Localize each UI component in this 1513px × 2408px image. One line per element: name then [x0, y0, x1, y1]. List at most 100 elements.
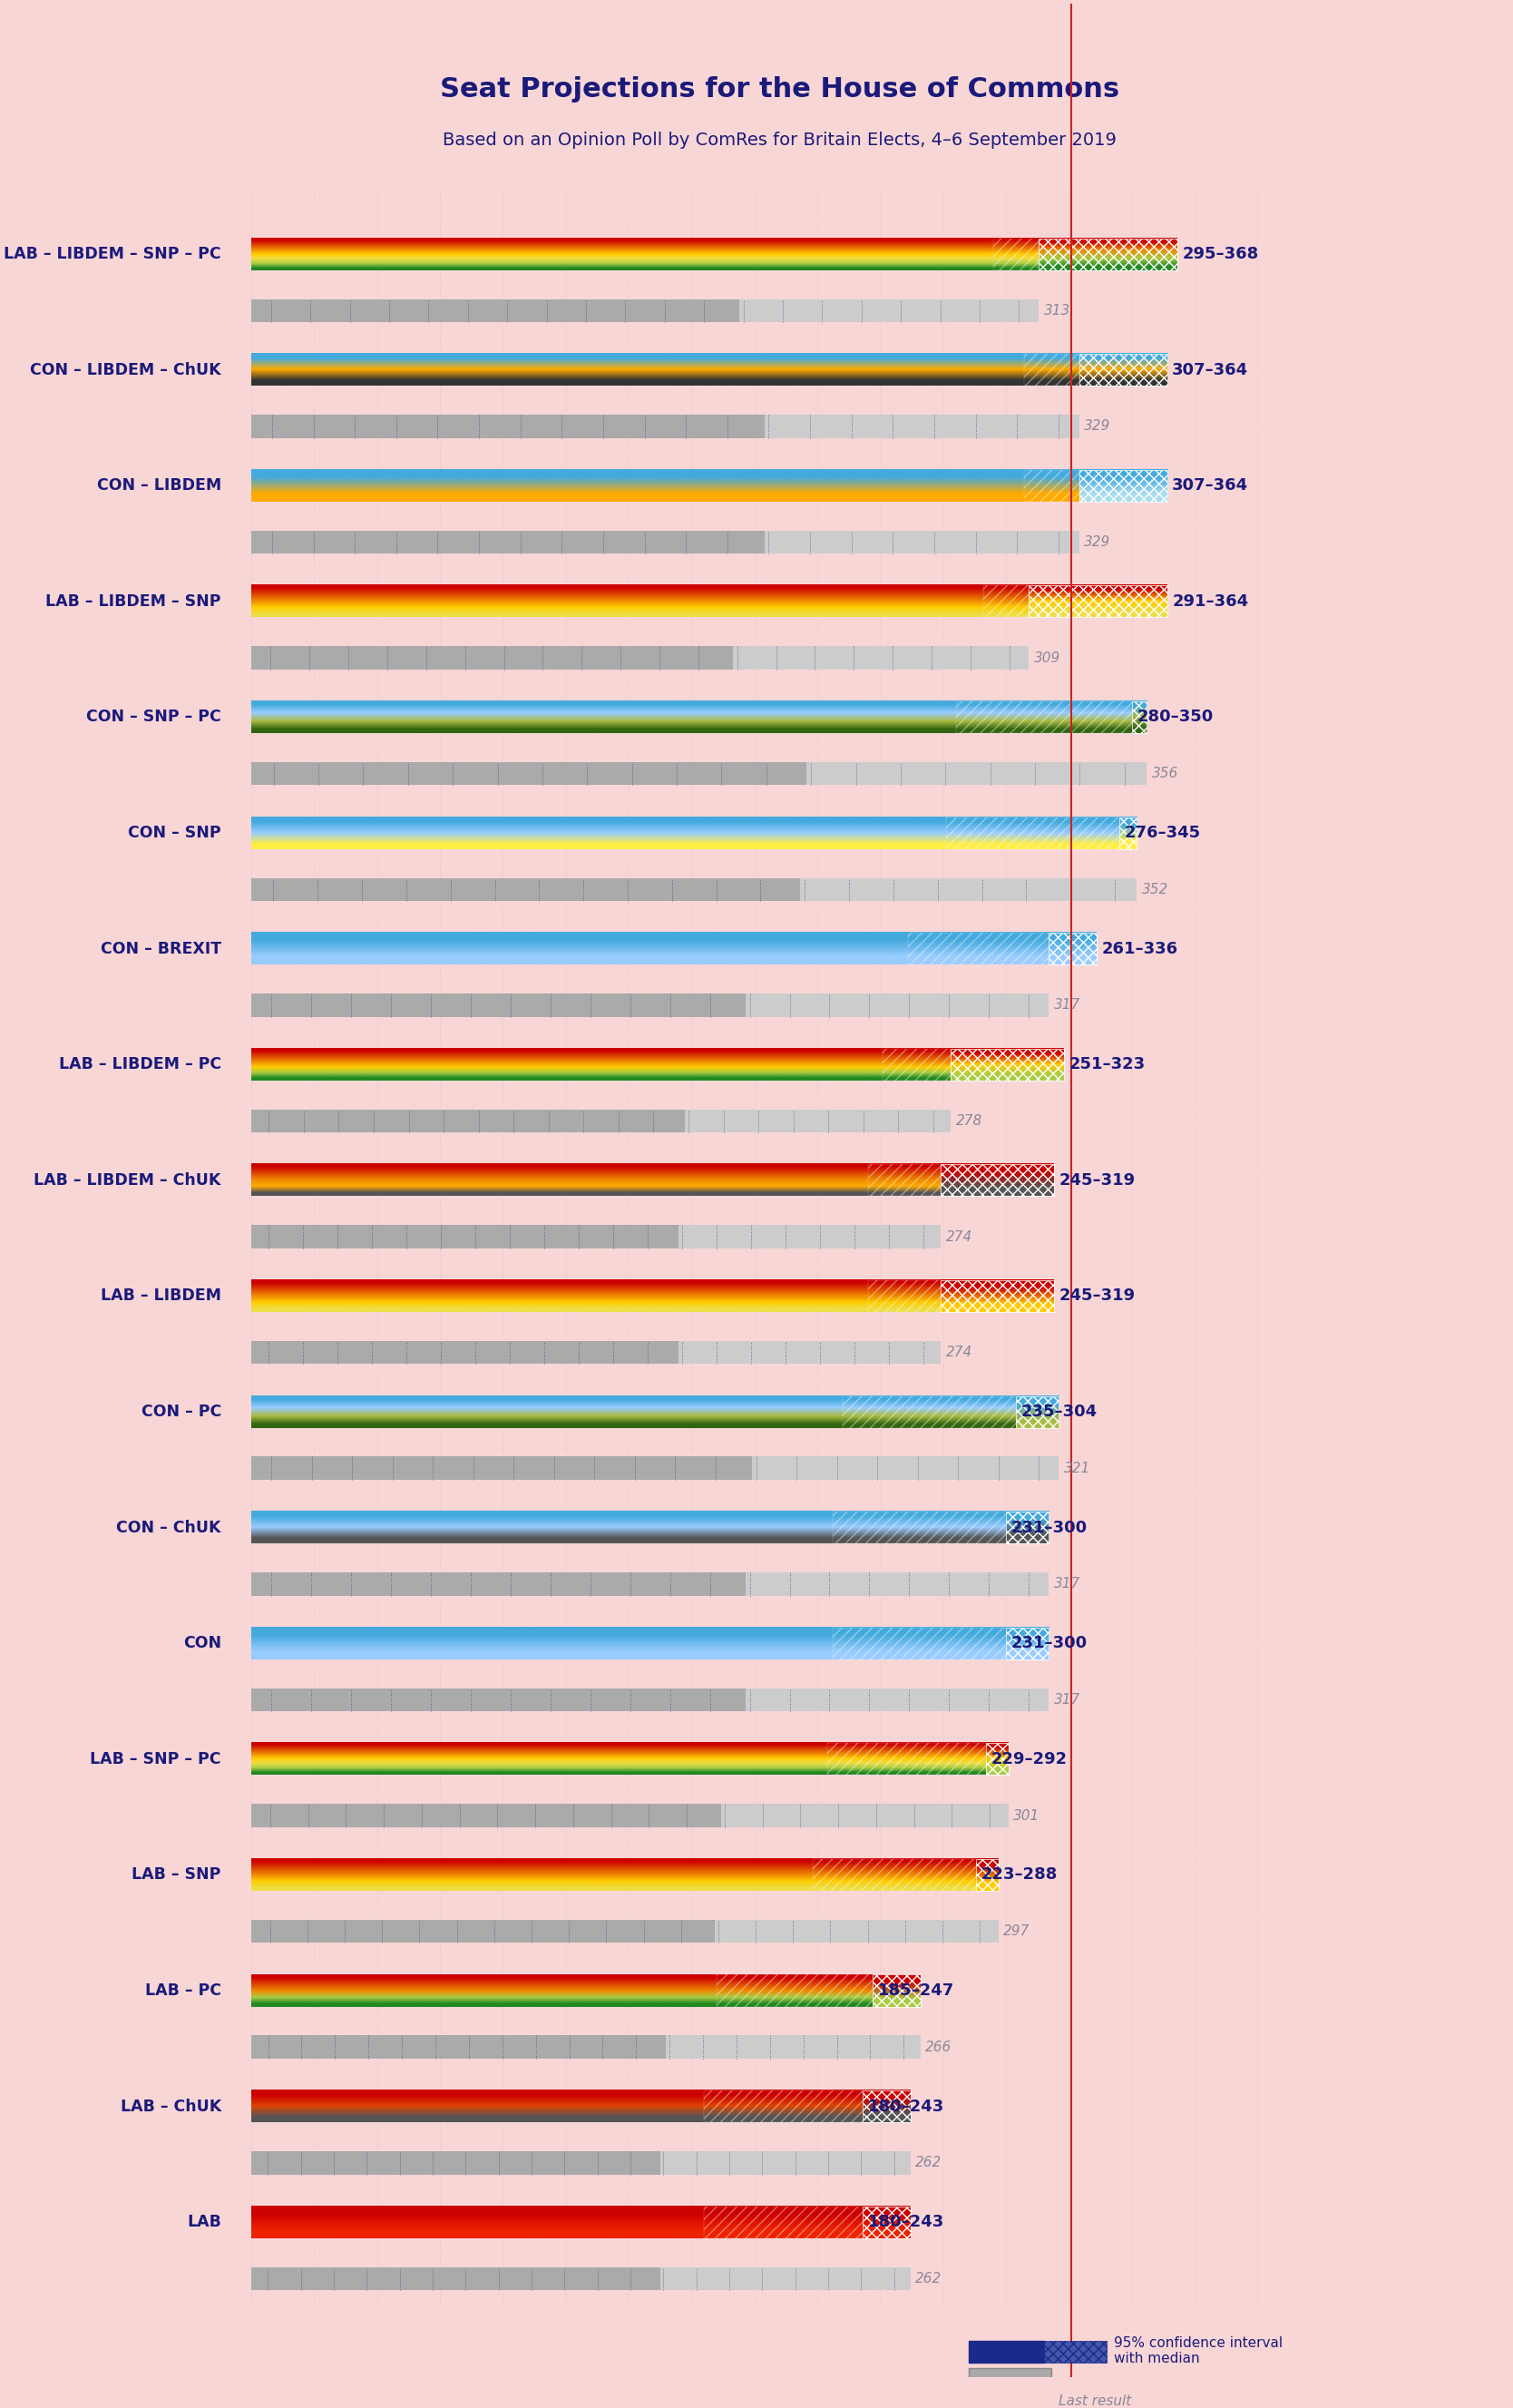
Text: LAB – LIBDEM – ChUK: LAB – LIBDEM – ChUK	[33, 1173, 221, 1190]
Text: CON: CON	[183, 1635, 221, 1652]
Bar	[251, 1226, 679, 1247]
Bar	[717, 1975, 920, 2006]
Bar	[908, 932, 1049, 966]
Bar	[843, 1397, 1059, 1428]
Text: 276–345: 276–345	[1124, 826, 1201, 840]
Text: LAB – LIBDEM – SNP: LAB – LIBDEM – SNP	[45, 592, 221, 609]
Text: 317: 317	[1055, 999, 1080, 1011]
Bar	[704, 2090, 911, 2121]
Bar	[251, 2035, 920, 2059]
Bar	[832, 1512, 1049, 1544]
Bar	[251, 995, 1049, 1016]
Text: 321: 321	[1064, 1462, 1091, 1476]
Text: LAB – LIBDEM – PC: LAB – LIBDEM – PC	[59, 1057, 221, 1072]
Text: CON – LIBDEM – ChUK: CON – LIBDEM – ChUK	[30, 361, 221, 378]
Text: 262: 262	[915, 2271, 943, 2285]
Bar	[882, 1047, 950, 1081]
Text: 274: 274	[946, 1346, 973, 1358]
Bar	[1049, 932, 1097, 966]
Bar	[251, 995, 746, 1016]
Text: LAB: LAB	[186, 2213, 221, 2230]
Text: CON – BREXIT: CON – BREXIT	[100, 942, 221, 956]
Text: 317: 317	[1055, 1693, 1080, 1707]
Bar	[251, 414, 1079, 438]
Text: 307–364: 307–364	[1173, 477, 1248, 494]
Bar	[1029, 585, 1167, 616]
Bar	[251, 530, 1079, 554]
Text: 180–243: 180–243	[867, 2213, 944, 2230]
Bar	[946, 816, 1136, 850]
Text: 231–300: 231–300	[1011, 1519, 1088, 1536]
Text: LAB – PC: LAB – PC	[145, 1982, 221, 1999]
Text: LAB – SNP: LAB – SNP	[132, 1866, 221, 1883]
Bar	[251, 645, 1029, 669]
Bar	[828, 1743, 1009, 1775]
Bar	[251, 879, 1136, 901]
Bar	[941, 1165, 1055, 1197]
Bar	[1079, 470, 1167, 501]
Text: LAB – LIBDEM: LAB – LIBDEM	[100, 1288, 221, 1305]
Bar	[1024, 354, 1079, 385]
Bar	[251, 2150, 911, 2174]
Bar	[251, 1919, 714, 1943]
Text: 295–368: 295–368	[1182, 246, 1259, 262]
Text: 262: 262	[915, 2155, 943, 2170]
Text: 329: 329	[1083, 535, 1111, 549]
Bar	[983, 585, 1029, 616]
Text: CON – PC: CON – PC	[141, 1404, 221, 1421]
Bar	[251, 2266, 660, 2290]
Bar	[1006, 1512, 1049, 1544]
Text: 307–364: 307–364	[1173, 361, 1248, 378]
Bar	[812, 1859, 999, 1890]
Text: 301: 301	[1014, 1808, 1039, 1823]
Bar	[251, 299, 1039, 323]
Bar	[1132, 701, 1147, 732]
Text: 180–243: 180–243	[867, 2097, 944, 2114]
Bar	[704, 2206, 911, 2237]
Bar	[251, 1457, 1059, 1481]
Bar	[986, 1743, 1009, 1775]
Text: 329: 329	[1083, 419, 1111, 433]
Bar	[251, 2266, 911, 2290]
Text: 266: 266	[926, 2040, 952, 2054]
Bar	[251, 2035, 666, 2059]
Bar	[251, 1457, 752, 1481]
Bar	[867, 1281, 941, 1312]
Text: CON – SNP: CON – SNP	[129, 826, 221, 840]
Bar	[968, 2341, 1044, 2362]
Bar	[251, 879, 800, 901]
Text: 352: 352	[1142, 884, 1168, 896]
Bar	[976, 1859, 999, 1890]
Bar	[1044, 2341, 1106, 2362]
Bar	[251, 1919, 999, 1943]
Bar	[251, 1804, 720, 1828]
Text: CON – LIBDEM: CON – LIBDEM	[97, 477, 221, 494]
Text: 309: 309	[1033, 650, 1061, 665]
Bar	[862, 2090, 911, 2121]
Text: LAB – SNP – PC: LAB – SNP – PC	[91, 1751, 221, 1767]
Text: 223–288: 223–288	[980, 1866, 1058, 1883]
Text: LAB – ChUK: LAB – ChUK	[120, 2097, 221, 2114]
Text: 229–292: 229–292	[991, 1751, 1067, 1767]
Bar	[251, 645, 734, 669]
Bar	[251, 761, 1147, 785]
Bar	[1120, 816, 1136, 850]
Bar	[251, 1110, 950, 1132]
Text: 297: 297	[1003, 1924, 1030, 1938]
Text: 291–364: 291–364	[1173, 592, 1248, 609]
Text: 280–350: 280–350	[1136, 708, 1213, 725]
Text: CON – SNP – PC: CON – SNP – PC	[86, 708, 221, 725]
Text: 245–319: 245–319	[1059, 1288, 1135, 1305]
Bar	[956, 701, 1147, 732]
Bar	[1079, 354, 1167, 385]
Text: 356: 356	[1151, 766, 1179, 780]
Text: 95% confidence interval
with median: 95% confidence interval with median	[1114, 2336, 1283, 2365]
Text: Last result: Last result	[1058, 2394, 1132, 2408]
Bar	[1006, 1628, 1049, 1659]
Bar	[1017, 1397, 1059, 1428]
Bar	[950, 1047, 1064, 1081]
Bar	[251, 1804, 1009, 1828]
Bar	[1039, 238, 1177, 270]
Bar	[251, 1226, 941, 1247]
Bar	[994, 238, 1039, 270]
